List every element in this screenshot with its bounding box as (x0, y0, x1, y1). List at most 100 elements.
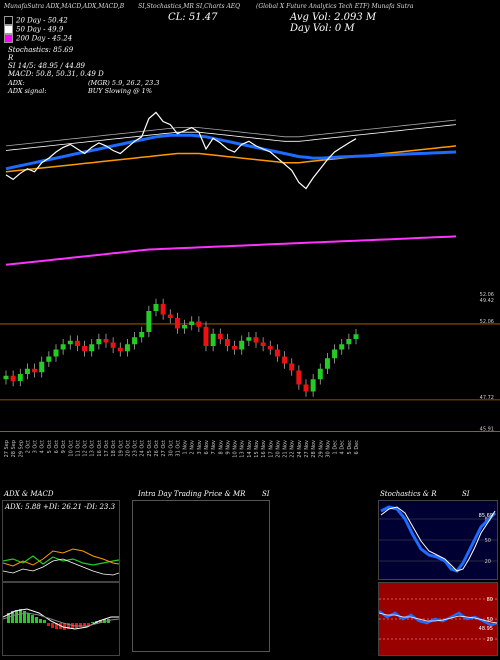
adx-panel-values: ADX: 5.88 +DI: 26.21 -DI: 23.3 (5, 503, 116, 511)
x-tick-label: 10 Oct (68, 440, 74, 457)
adx-macd-title: ADX & MACD (4, 490, 54, 498)
x-tick-label: 6 Oct (54, 440, 60, 453)
x-tick-label: 4 Oct (40, 440, 46, 453)
x-tick-label: 21 Nov (283, 440, 289, 458)
moving-averages (5, 111, 457, 266)
legend: 20 Day - 50.42 50 Day - 49.9 200 Day - 4… (4, 16, 72, 43)
candles (3, 298, 359, 397)
candle-body (182, 325, 188, 329)
candle-body (153, 304, 159, 311)
stochastics-stat: Stochastics: 85.69 (8, 46, 74, 54)
x-tick-label: 28 Sep (11, 440, 17, 457)
x-tick-label: 17 Nov (268, 440, 274, 458)
candle-body (174, 318, 180, 329)
legend-20-day: 20 Day - 50.42 (4, 16, 72, 25)
x-tick-label: 22 Nov (290, 440, 296, 458)
candle-body (253, 337, 259, 343)
candle-body (167, 314, 173, 318)
x-tick-label: 8 Nov (218, 440, 224, 455)
x-tick-label: 30 Oct (168, 440, 174, 457)
macd-line (2, 608, 119, 630)
orange-ma-line (5, 145, 457, 173)
header-mid: SI,Stochastics,MR SI,Charts AEQ (138, 3, 241, 10)
candle-body (32, 368, 38, 373)
candle-body (196, 321, 202, 327)
price-level-label: 47.72 (480, 395, 494, 401)
intraday-si: SI (262, 490, 270, 498)
candle-body (3, 375, 9, 380)
stochastics-panel: 80 50 20 85.69 (378, 500, 498, 580)
stoch-k (380, 505, 497, 573)
sma50-band-line (5, 119, 457, 147)
x-tick-label: 26 Oct (154, 440, 160, 457)
si-line-white (378, 612, 498, 624)
legend-50-day: 50 Day - 49.9 (4, 25, 72, 34)
candle-body (289, 363, 295, 371)
stoch-title: Stochastics & R (380, 490, 437, 498)
candle-body (46, 356, 52, 362)
header-left: MunafaSutra ADX,MACD,ADX,MACD,B (4, 3, 125, 10)
price-level-label: 52.06 (480, 319, 494, 325)
intraday-title: Intra Day Trading Price & MR (138, 490, 246, 498)
x-tick-label: 27 Oct (161, 440, 167, 457)
candle-body (346, 339, 352, 345)
candle-body (53, 349, 59, 357)
x-tick-label: 29 Sep (18, 440, 24, 457)
price-level-label: 45.91 (480, 427, 494, 433)
candle-body (24, 368, 30, 374)
x-tick-label: 28 Nov (311, 440, 317, 458)
si-tick-20: 20 (487, 637, 493, 643)
x-tick-label: 16 Nov (261, 440, 267, 458)
candle-body (339, 344, 345, 350)
adx-value: (MGR) 5.9, 26.2, 23.3 (88, 79, 160, 87)
x-tick-label: 13 Oct (90, 440, 96, 457)
candle-body (246, 337, 252, 341)
candle-body (67, 340, 73, 345)
candle-body (132, 337, 138, 345)
si-right-label: 48.95 (479, 626, 493, 632)
candle-body (232, 346, 238, 350)
candle-body (353, 334, 359, 339)
x-tick-label: 1 Nov (183, 440, 189, 455)
x-tick-label: 4 Dec (340, 440, 346, 455)
candle-body (317, 368, 323, 380)
avg-vol: Avg Vol: 2.093 M (290, 12, 377, 23)
candle-body (139, 332, 145, 338)
adx-line (3, 558, 119, 576)
x-tick-label: 29 Nov (318, 440, 324, 458)
x-tick-label: 24 Nov (297, 440, 303, 458)
candle-body (296, 370, 302, 385)
stoch-si: SI (462, 490, 470, 498)
sma50-line (5, 124, 457, 151)
close-line (5, 111, 357, 190)
x-tick-label: 25 Oct (147, 440, 153, 457)
x-tick-label: 2 Oct (25, 440, 31, 453)
header-line: MunafaSutra ADX,MACD,ADX,MACD,B SI,Stoch… (4, 3, 496, 10)
intraday-panel (132, 500, 270, 652)
candle-body (267, 346, 273, 350)
x-tick-label: 31 Oct (175, 440, 181, 457)
si-stat: SI 14/5: 48.95 / 44.89 (8, 62, 85, 70)
legend-200-day: 200 Day - 45.24 (4, 34, 72, 43)
candle-body (239, 340, 245, 350)
x-tick-label: 24 Oct (140, 440, 146, 457)
x-tick-label: 5 Dec (347, 440, 353, 455)
si-line-blue (378, 610, 498, 627)
candle-body (310, 379, 316, 392)
candle-body (10, 375, 16, 381)
candle-body (274, 349, 280, 357)
macd-panel (2, 582, 120, 656)
x-tick-label: 27 Nov (304, 440, 310, 458)
x-tick-label: 16 Oct (97, 440, 103, 457)
x-tick-label: 3 Nov (197, 440, 203, 455)
x-tick-label: 30 Nov (325, 440, 331, 458)
candle-body (117, 347, 123, 352)
candle-body (324, 358, 330, 369)
macd-signal (2, 612, 120, 627)
x-tick-label: 20 Nov (275, 440, 281, 458)
macd-stat: MACD: 50.8, 50.31, 0.49 D (8, 70, 104, 78)
right-tag: 52.06 (480, 292, 494, 298)
x-tick-label: 12 Oct (83, 440, 89, 457)
adx-panel: ADX: 5.88 +DI: 26.21 -DI: 23.3 (2, 500, 120, 582)
x-tick-label: 13 Nov (240, 440, 246, 458)
